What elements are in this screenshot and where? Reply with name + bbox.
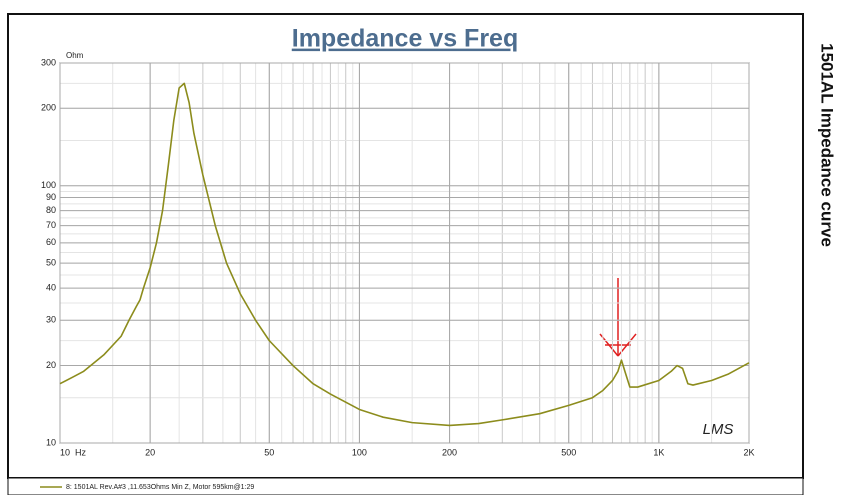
x-tick-label: 10 Hz [60,447,87,457]
x-tick-label: 1K [653,447,664,457]
impedance-line [59,82,750,427]
y-tick-label: 300 [41,57,56,67]
chart-title: Impedance vs Freq [292,25,518,53]
x-tick-label: 100 [352,447,367,457]
y-tick-label: 20 [46,360,56,370]
legend [7,477,804,495]
side-title: 1501AL Impedance curve [818,43,837,247]
x-tick-label: 500 [561,447,576,457]
legend-label: 8: 1501AL Rev.A#3 ,11.653Ohms Min Z, Mot… [66,484,254,491]
y-unit: Ohm [66,51,84,60]
y-tick-label: 40 [46,282,56,292]
x-tick-label: 2K [743,447,754,457]
x-tick-label: 200 [442,447,457,457]
y-tick-label: 10 [46,437,56,447]
y-tick-label: 100 [41,180,56,190]
y-tick-label: 50 [46,258,56,268]
x-tick-label: 50 [264,447,274,457]
grid [59,62,750,444]
y-tick-label: 60 [46,237,56,247]
y-tick-label: 70 [46,220,56,230]
y-tick-label: 90 [46,192,56,202]
y-tick-label: 30 [46,315,56,325]
y-tick-label: 200 [41,103,56,113]
x-tick-label: 20 [145,447,155,457]
y-tick-label: 80 [46,205,56,215]
annotation: LMS [703,421,734,438]
